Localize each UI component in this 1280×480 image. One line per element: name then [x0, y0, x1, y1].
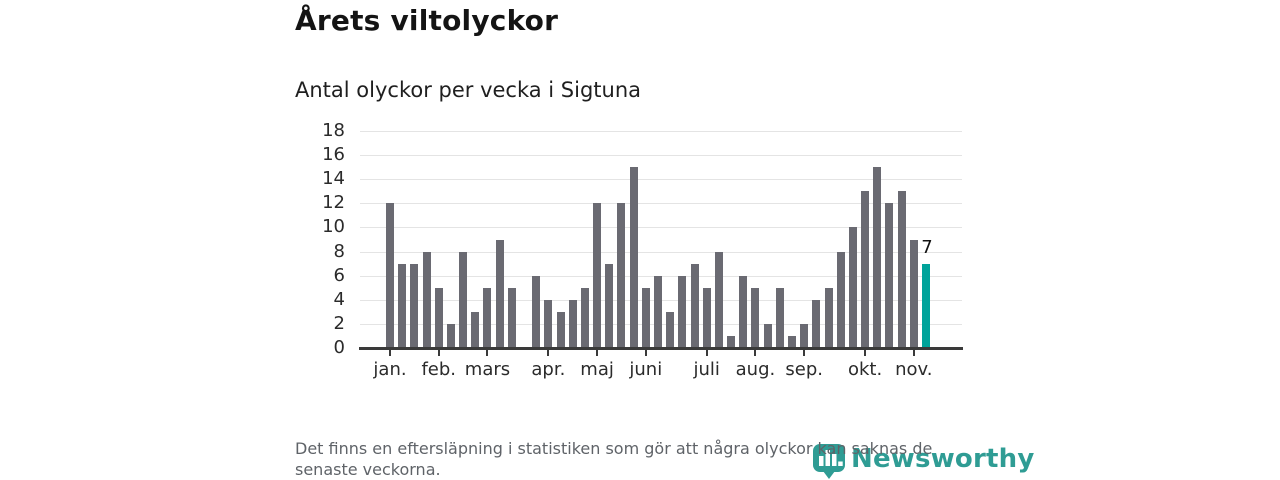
x-axis-label-feb: feb.: [421, 359, 456, 380]
x-tick-apr: [547, 349, 550, 356]
bar-week: [568, 299, 577, 348]
y-axis-label-16: 16: [322, 144, 345, 166]
bar-week: [678, 275, 687, 348]
y-axis-label-8: 8: [333, 240, 345, 262]
bar-week: [459, 251, 468, 348]
x-axis-label-apr: apr.: [531, 359, 566, 380]
bar-week: [495, 239, 504, 348]
bar-week: [897, 191, 906, 348]
bar-week: [812, 299, 821, 348]
bar-week: [386, 203, 394, 348]
chart-subtitle: Antal olyckor per vecka i Sigtuna: [295, 78, 642, 102]
y-axis-label-18: 18: [322, 120, 345, 141]
gridline-y16: [360, 155, 962, 157]
bar-week: [727, 335, 736, 348]
bar-week: [654, 275, 662, 348]
bar-week: [532, 275, 541, 348]
page-title: Årets viltolyckor: [295, 4, 559, 37]
bar-week: [788, 335, 796, 348]
bar-week: [836, 251, 845, 348]
bar-week: [617, 203, 626, 348]
bar-week: [775, 287, 784, 348]
bar-week: [714, 251, 723, 348]
bar-week: [739, 275, 748, 348]
x-tick-aug: [754, 349, 757, 356]
gridline-y14: [360, 179, 962, 181]
bar-week: [848, 227, 857, 348]
x-axis-line: [359, 347, 963, 350]
x-axis-label-nov: nov.: [895, 359, 933, 380]
x-axis-label-juni: juni: [629, 359, 663, 380]
x-tick-juli: [705, 349, 708, 356]
newsworthy-logo: Newsworthy: [812, 442, 1034, 480]
x-tick-okt: [864, 349, 867, 356]
bar-week: [873, 167, 882, 348]
x-tick-mars: [486, 349, 489, 356]
bar-week: [861, 191, 870, 348]
x-tick-jan: [389, 349, 391, 356]
bar-week: [629, 167, 638, 348]
bar-week: [580, 287, 589, 348]
bar-week: [702, 287, 711, 348]
gridline-y8: [360, 251, 962, 253]
x-tick-maj: [596, 349, 599, 356]
y-axis-label-10: 10: [322, 216, 345, 238]
bar-week: [763, 323, 772, 348]
latest-week-value-label: 7: [921, 237, 933, 258]
x-axis-label-sep: sep.: [785, 359, 823, 380]
gridline-y12: [360, 203, 962, 205]
y-axis-label-4: 4: [333, 288, 345, 310]
bar-week: [909, 239, 918, 348]
bar-week: [434, 287, 443, 348]
y-axis-label-12: 12: [322, 192, 345, 214]
bar-week: [556, 311, 565, 348]
y-axis-label-2: 2: [333, 312, 345, 334]
bar-week: [800, 323, 809, 348]
bar-week: [544, 299, 553, 348]
newsworthy-bubble-barchart-icon: [813, 444, 845, 479]
footer-disclaimer: Det finns en eftersläpning i statistiken…: [295, 439, 933, 479]
x-axis-label-okt: okt.: [847, 359, 883, 380]
x-tick-sep: [803, 349, 806, 356]
bar-week: [446, 323, 455, 348]
bar-week: [751, 287, 760, 348]
x-axis-label-juli: juli: [693, 359, 720, 380]
y-axis-label-0: 0: [333, 337, 345, 358]
bar-week: [422, 251, 431, 348]
bar-week: [507, 287, 516, 348]
gridline-y18: [360, 131, 962, 132]
x-axis-label-aug: aug.: [735, 359, 776, 380]
bar-week: [605, 263, 614, 348]
x-tick-juni: [644, 349, 647, 356]
bar-week-current: [922, 263, 930, 348]
bar-week: [483, 287, 492, 348]
y-axis-label-14: 14: [322, 168, 345, 190]
y-axis-label-6: 6: [333, 264, 345, 286]
bar-week: [593, 203, 602, 348]
bar-week: [690, 263, 699, 348]
bar-week: [824, 287, 833, 348]
x-axis-label-jan: jan.: [373, 359, 407, 380]
x-axis-label-mars: mars: [464, 359, 511, 380]
bar-week: [666, 311, 675, 348]
newsworthy-logo-text: Newsworthy: [851, 444, 1035, 474]
bar-week: [885, 203, 894, 348]
bar-week: [398, 263, 407, 348]
gridline-y10: [360, 227, 962, 229]
bar-week: [471, 311, 480, 348]
bar-week: [410, 263, 419, 348]
x-axis-label-maj: maj: [580, 359, 614, 380]
x-tick-nov: [912, 349, 915, 356]
bar-week: [641, 287, 650, 348]
x-tick-feb: [437, 349, 440, 356]
